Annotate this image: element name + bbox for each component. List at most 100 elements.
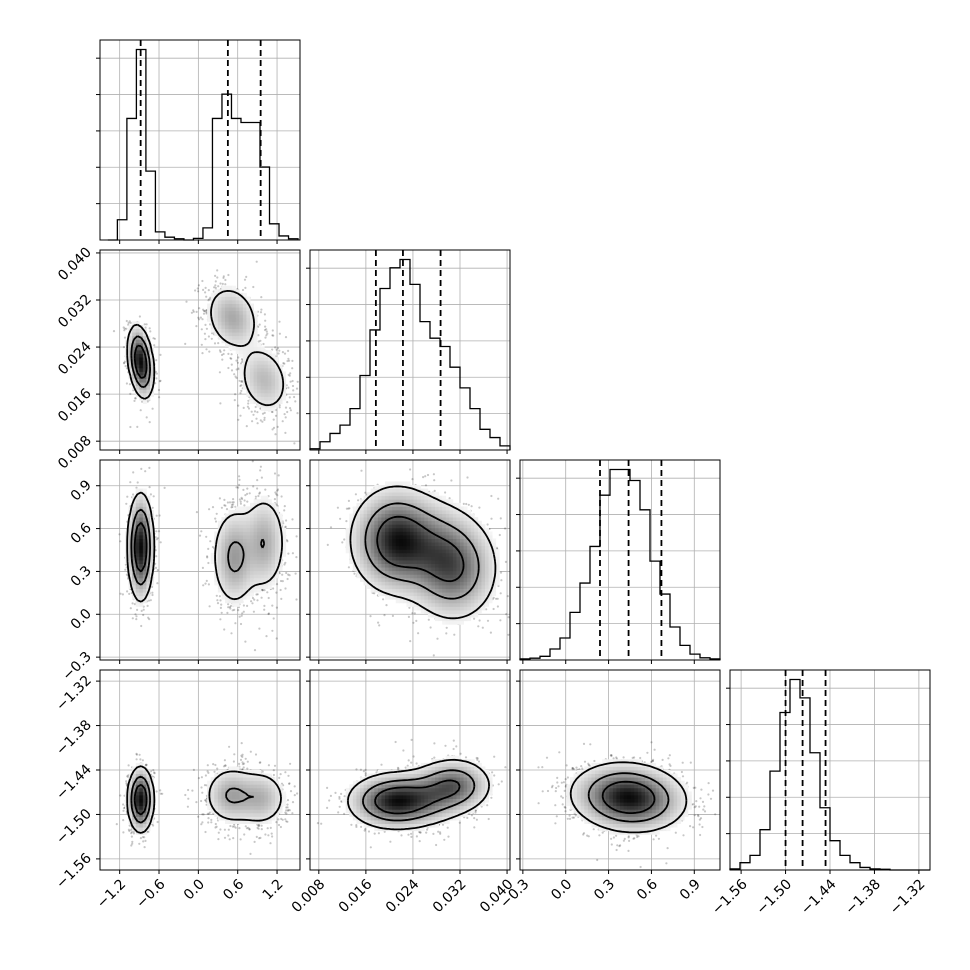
sample-point	[263, 328, 267, 332]
density-cell	[150, 371, 154, 376]
density-cell	[271, 567, 276, 572]
density-cell	[235, 300, 240, 304]
density-cell	[267, 560, 272, 564]
density-cell	[246, 552, 251, 557]
density-cell	[282, 371, 287, 376]
density-cell	[242, 585, 247, 589]
sample-point	[148, 421, 151, 424]
density-cell	[242, 542, 247, 547]
sample-point	[151, 506, 154, 509]
density-cell	[225, 570, 229, 575]
sample-point	[243, 278, 247, 281]
density-cell	[210, 292, 215, 297]
density-cell	[260, 385, 265, 390]
sample-point	[220, 353, 224, 357]
density-cell	[246, 567, 251, 572]
density-cell	[246, 549, 251, 554]
density-cell	[150, 389, 154, 394]
sample-point	[205, 312, 208, 315]
density-cell	[253, 574, 258, 579]
density-cell	[139, 545, 144, 550]
sample-point	[252, 485, 255, 488]
density-cell	[217, 560, 222, 564]
density-cell	[250, 549, 254, 554]
sample-point	[215, 594, 218, 597]
sample-point	[278, 320, 281, 323]
density-cell	[221, 296, 226, 301]
panel-frame	[99, 39, 301, 241]
density-cell	[246, 310, 251, 315]
density-cell	[235, 527, 240, 532]
density-cell	[260, 527, 265, 532]
density-cell	[221, 552, 226, 557]
density-cell	[267, 517, 272, 522]
density-cell	[278, 400, 283, 404]
density-cell	[260, 552, 265, 557]
density-cell	[271, 520, 276, 525]
sample-point	[278, 332, 281, 335]
sample-point	[214, 517, 217, 520]
sample-point	[294, 572, 297, 575]
sample-point	[123, 327, 126, 330]
sample-point	[211, 545, 214, 549]
sample-point	[127, 321, 130, 324]
density-cell	[139, 389, 144, 394]
density-cell	[257, 549, 262, 554]
density-cell	[221, 595, 226, 600]
sample-point	[274, 346, 277, 349]
sample-point	[266, 591, 269, 594]
density-cell	[146, 367, 151, 372]
density-cell	[264, 371, 269, 376]
density-cell	[250, 531, 254, 536]
density-cell	[221, 570, 226, 575]
density-cell	[253, 360, 258, 365]
sample-point	[240, 389, 243, 392]
density-cell	[271, 382, 276, 387]
sample-point	[136, 481, 139, 484]
density-cell	[242, 339, 247, 344]
density-cell	[142, 382, 147, 387]
density-cell	[232, 303, 237, 308]
density-cell	[260, 517, 265, 522]
hist-panel-p3	[726, 669, 931, 871]
sample-point	[260, 296, 263, 299]
density-cell	[214, 307, 219, 312]
density-cell	[235, 588, 240, 593]
density-cell	[139, 495, 144, 500]
density-cell	[260, 382, 265, 387]
sample-point	[192, 310, 195, 313]
density-cell	[253, 577, 258, 582]
sample-point	[248, 492, 251, 495]
density-cell	[221, 307, 226, 312]
sample-point	[134, 397, 137, 400]
sample-point	[287, 349, 290, 352]
panel-frame	[309, 249, 511, 451]
density-cell	[239, 321, 244, 326]
density-cell	[267, 499, 272, 504]
density-cell	[239, 314, 244, 319]
sample-point	[144, 326, 147, 329]
sample-point	[231, 501, 234, 504]
density-cell	[267, 378, 272, 383]
density-cell	[271, 538, 276, 543]
sample-point	[235, 486, 238, 489]
density-cell	[250, 375, 254, 379]
density-cell	[239, 371, 244, 376]
density-cell	[225, 325, 229, 329]
density-cell	[253, 513, 258, 518]
sample-point	[204, 310, 207, 313]
hist-panel-p1	[306, 249, 511, 451]
density-cell	[232, 307, 237, 312]
density-cell	[264, 524, 269, 529]
sample-point	[285, 384, 288, 387]
sample-point	[241, 612, 244, 615]
sample-point	[158, 380, 161, 383]
density-cell	[267, 392, 272, 397]
density-cell	[260, 577, 265, 582]
sample-point	[223, 504, 226, 507]
density-cell	[242, 520, 247, 525]
density-cell	[142, 506, 147, 511]
density-cell	[239, 367, 244, 372]
density-cell	[242, 538, 247, 543]
